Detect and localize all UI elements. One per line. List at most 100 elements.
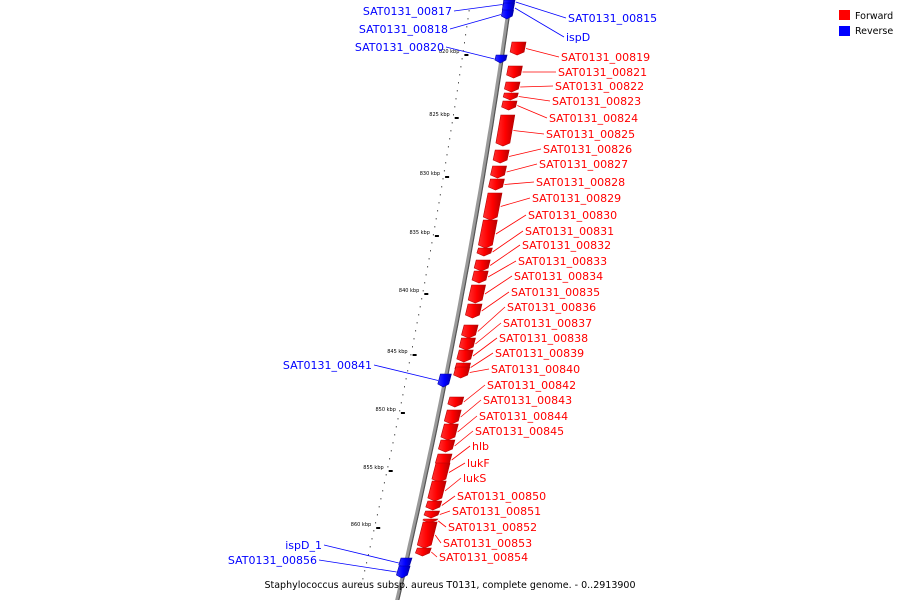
ruler-dot	[462, 50, 464, 52]
ruler-dot	[437, 210, 439, 212]
gene-SAT0131_00841[interactable]	[437, 373, 452, 388]
gene-SAT0131_00833[interactable]	[471, 270, 489, 284]
gene-label-SAT0131_00852[interactable]: SAT0131_00852	[448, 521, 537, 534]
gene-SAT0131_00818[interactable]	[500, 9, 514, 20]
gene-label-SAT0131_00829[interactable]: SAT0131_00829	[532, 192, 621, 205]
gene-label-SAT0131_00836[interactable]: SAT0131_00836	[507, 301, 596, 314]
gene-label-connector	[506, 163, 538, 173]
gene-label-SAT0131_00819[interactable]: SAT0131_00819	[561, 51, 650, 64]
gene-label-connector	[509, 148, 542, 157]
gene-label-SAT0131_00834[interactable]: SAT0131_00834	[514, 270, 603, 283]
gene-label-SAT0131_00842[interactable]: SAT0131_00842	[487, 379, 576, 392]
ruler-dot	[449, 138, 451, 140]
gene-SAT0131_00823[interactable]	[502, 92, 519, 101]
gene-label-connector	[445, 46, 495, 60]
gene-label-ispD_1[interactable]: ispD_1	[285, 539, 322, 552]
gene-SAT0131_00844[interactable]	[440, 423, 459, 441]
ruler-dot	[435, 218, 437, 220]
ruler-dot	[441, 186, 443, 188]
gene-SAT0131_00822[interactable]	[504, 81, 521, 93]
gene-label-SAT0131_00830[interactable]: SAT0131_00830	[528, 209, 617, 222]
gene-label-connector	[500, 197, 531, 207]
gene-label-SAT0131_00856[interactable]: SAT0131_00856	[228, 554, 317, 567]
gene-label-SAT0131_00832[interactable]: SAT0131_00832	[522, 239, 611, 252]
gene-label-SAT0131_00826[interactable]: SAT0131_00826	[543, 143, 632, 156]
gene-label-lukS[interactable]: lukS	[463, 472, 486, 485]
ruler-dot	[431, 242, 433, 244]
gene-SAT0131_00819[interactable]	[509, 41, 527, 56]
gene-label-SAT0131_00817[interactable]: SAT0131_00817	[363, 5, 452, 18]
gene-SAT0131_00827[interactable]	[490, 165, 507, 179]
gene-label-connector	[475, 322, 502, 345]
gene-label-SAT0131_00825[interactable]: SAT0131_00825	[546, 128, 635, 141]
ruler-dot	[371, 538, 373, 540]
gene-label-SAT0131_00827[interactable]: SAT0131_00827	[539, 158, 628, 171]
gene-SAT0131_00824[interactable]	[501, 100, 518, 111]
gene-SAT0131_00854[interactable]	[415, 547, 432, 557]
gene-label-SAT0131_00824[interactable]: SAT0131_00824	[549, 112, 638, 125]
gene-label-SAT0131_00854[interactable]: SAT0131_00854	[439, 551, 528, 564]
gene-label-SAT0131_00822[interactable]: SAT0131_00822	[555, 80, 644, 93]
gene-SAT0131_00843[interactable]	[443, 409, 462, 425]
gene-label-SAT0131_00840[interactable]: SAT0131_00840	[491, 363, 580, 376]
gene-label-SAT0131_00837[interactable]: SAT0131_00837	[503, 317, 592, 330]
gene-SAT0131_00834[interactable]	[467, 284, 486, 304]
gene-SAT0131_00852[interactable]	[422, 518, 439, 524]
gene-SAT0131_00850[interactable]	[425, 500, 443, 511]
gene-SAT0131_00828[interactable]	[488, 178, 505, 191]
gene-lukF[interactable]	[431, 462, 451, 483]
gene-SAT0131_00821[interactable]	[506, 65, 523, 79]
gene-SAT0131_00826[interactable]	[492, 149, 510, 164]
gene-label-SAT0131_00838[interactable]: SAT0131_00838	[499, 332, 588, 345]
gene-label-connector	[469, 368, 490, 373]
gene-SAT0131_00835[interactable]	[465, 303, 483, 319]
gene-label-hlb[interactable]: hlb	[472, 440, 489, 453]
gene-label-SAT0131_00828[interactable]: SAT0131_00828	[536, 176, 625, 189]
gene-labels: SAT0131_00815 SAT0131_00817 ispD SAT0131_00…	[228, 1, 657, 573]
gene-SAT0131_00840[interactable]	[453, 366, 471, 379]
gene-SAT0131_00838[interactable]	[456, 349, 474, 363]
gene-label-SAT0131_00820[interactable]: SAT0131_00820	[355, 41, 444, 54]
legend-item-reverse: Reverse	[839, 26, 893, 37]
gene-SAT0131_00830[interactable]	[478, 219, 498, 249]
gene-SAT0131_00842[interactable]	[447, 396, 465, 408]
ruler-tick	[424, 293, 429, 295]
gene-label-connector	[495, 214, 527, 235]
gene-label-SAT0131_00833[interactable]: SAT0131_00833	[518, 255, 607, 268]
gene-lukS[interactable]	[427, 480, 447, 502]
gene-label-connector	[492, 230, 524, 253]
gene-label-connector	[444, 477, 462, 492]
ruler-dot	[412, 346, 413, 348]
gene-label-SAT0131_00818[interactable]: SAT0131_00818	[359, 23, 448, 36]
gene-SAT0131_00851[interactable]	[423, 510, 441, 519]
gene-label-SAT0131_00845[interactable]: SAT0131_00845	[475, 425, 564, 438]
gene-SAT0131_00825[interactable]	[495, 114, 516, 147]
gene-label-SAT0131_00850[interactable]: SAT0131_00850	[457, 490, 546, 503]
gene-label-SAT0131_00844[interactable]: SAT0131_00844	[479, 410, 568, 423]
gene-label-SAT0131_00815[interactable]: SAT0131_00815	[568, 12, 657, 25]
gene-SAT0131_00845[interactable]	[438, 439, 456, 453]
gene-label-SAT0131_00823[interactable]: SAT0131_00823	[552, 95, 641, 108]
ruler-dot	[445, 162, 447, 164]
gene-SAT0131_00837[interactable]	[458, 337, 476, 351]
gene-SAT0131_00853[interactable]	[416, 521, 438, 549]
gene-label-lukF[interactable]: lukF	[467, 457, 490, 470]
backbone-line	[395, 0, 513, 600]
gene-SAT0131_00829[interactable]	[482, 192, 503, 221]
gene-SAT0131_00836[interactable]	[461, 324, 479, 339]
gene-SAT0131_00820[interactable]	[494, 54, 508, 64]
ruler: 820 kbp 825 kbp 830 kbp 835 kbp 840 kbp 845 k…	[351, 10, 470, 588]
gene-label-SAT0131_00839[interactable]: SAT0131_00839	[495, 347, 584, 360]
gene-label-SAT0131_00821[interactable]: SAT0131_00821	[558, 66, 647, 79]
gene-label-SAT0131_00835[interactable]: SAT0131_00835	[511, 286, 600, 299]
gene-SAT0131_00856[interactable]	[396, 565, 411, 579]
gene-SAT0131_00831[interactable]	[476, 247, 493, 257]
gene-label-SAT0131_00841[interactable]: SAT0131_00841	[283, 359, 372, 372]
gene-label-SAT0131_00831[interactable]: SAT0131_00831	[525, 225, 614, 238]
gene-label-SAT0131_00843[interactable]: SAT0131_00843	[483, 394, 572, 407]
ruler-dot	[446, 154, 448, 156]
gene-label-ispD[interactable]: ispD	[566, 31, 590, 44]
gene-label-SAT0131_00853[interactable]: SAT0131_00853	[443, 537, 532, 550]
gene-SAT0131_00832[interactable]	[473, 259, 491, 272]
gene-label-SAT0131_00851[interactable]: SAT0131_00851	[452, 505, 541, 518]
